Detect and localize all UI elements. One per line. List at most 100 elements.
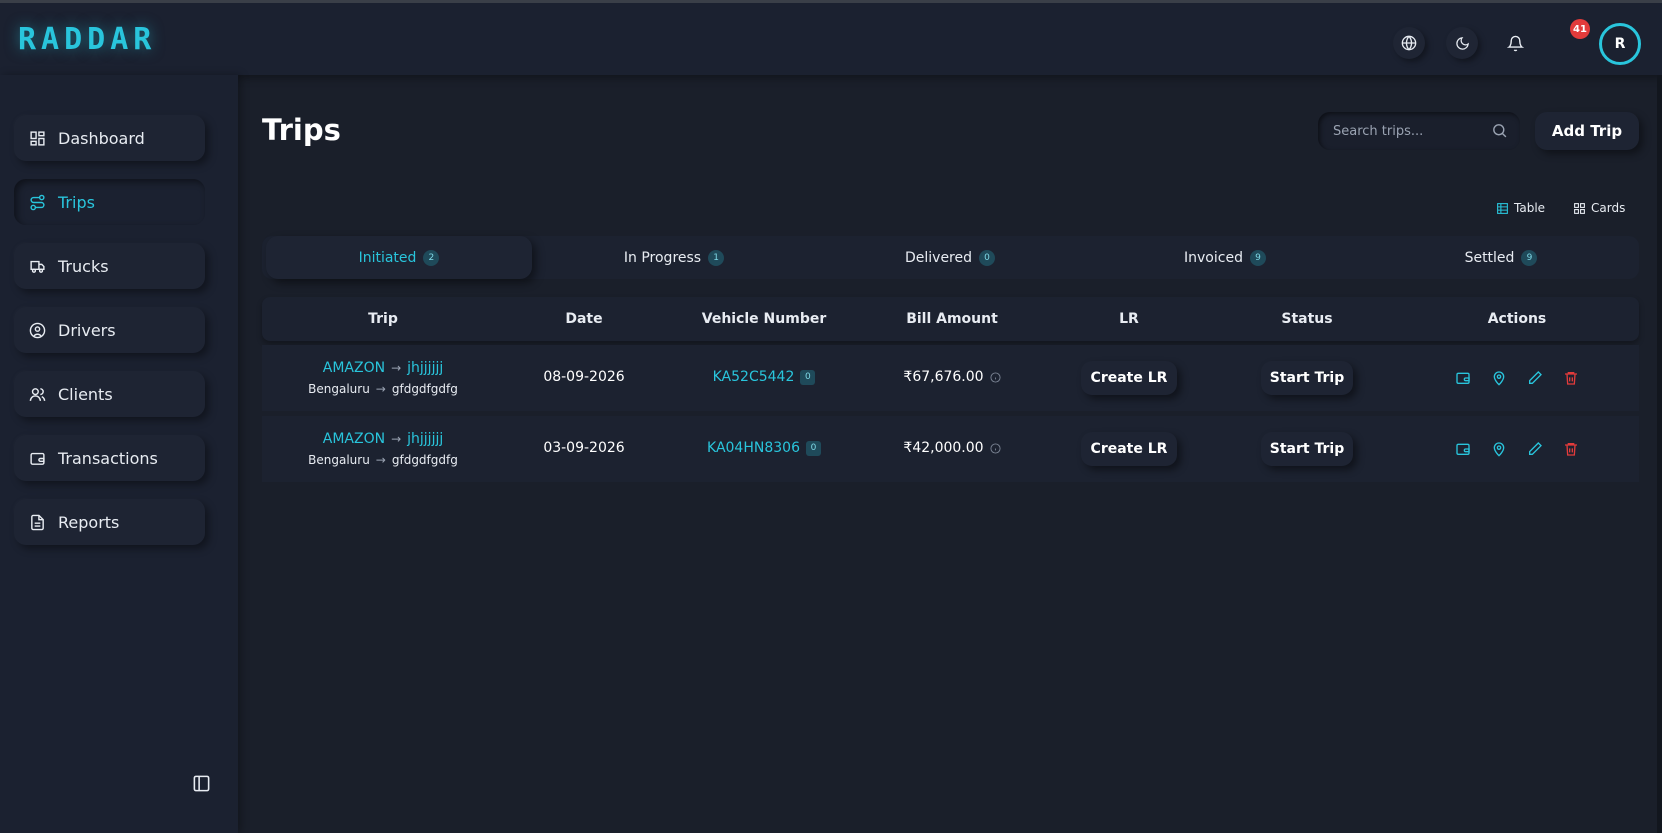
arrow-right-icon: → bbox=[391, 432, 402, 446]
column-header-date[interactable]: Date bbox=[565, 311, 603, 327]
tab-count-badge: 0 bbox=[979, 249, 996, 266]
edit-trip-button[interactable] bbox=[1525, 439, 1545, 459]
truck-icon bbox=[30, 260, 45, 273]
sidebar-item-label: Transactions bbox=[58, 448, 158, 468]
client-link[interactable]: AMAZON bbox=[322, 431, 386, 447]
notification-count-badge: 41 bbox=[1570, 19, 1590, 39]
tab-count-badge: 9 bbox=[1521, 249, 1538, 266]
tab-label: Settled bbox=[1464, 249, 1515, 266]
edit-trip-button[interactable] bbox=[1525, 368, 1545, 388]
column-header-vehicle-number[interactable]: Vehicle Number bbox=[701, 311, 827, 327]
window-edge bbox=[1657, 75, 1662, 833]
tab-invoiced[interactable]: Invoiced 9 bbox=[1092, 236, 1358, 279]
date-cell: 08-09-2026 bbox=[543, 369, 625, 385]
sidebar-item-label: Trucks bbox=[58, 256, 109, 276]
sidebar: Dashboard Trips Trucks Drivers Clients T… bbox=[0, 75, 238, 833]
tab-label: In Progress bbox=[623, 249, 702, 266]
column-header-bill-amount[interactable]: Bill Amount bbox=[906, 311, 998, 327]
report-icon bbox=[31, 514, 44, 530]
view-cards-toggle[interactable]: Cards bbox=[1573, 196, 1625, 220]
tab-label: Initiated bbox=[358, 249, 417, 266]
tab-settled[interactable]: Settled 9 bbox=[1368, 236, 1634, 279]
sidebar-item-drivers[interactable]: Drivers bbox=[14, 307, 205, 353]
dashboard-icon bbox=[30, 130, 45, 146]
track-location-button[interactable] bbox=[1489, 439, 1509, 459]
info-icon[interactable] bbox=[990, 371, 1001, 383]
vehicle-count-badge: 0 bbox=[805, 440, 821, 456]
arrow-right-icon: → bbox=[375, 382, 386, 396]
delete-trash-icon bbox=[1565, 443, 1577, 456]
bill-amount-value: ₹42,000.00 bbox=[903, 440, 984, 456]
vehicle-count-badge: 0 bbox=[800, 369, 816, 385]
create-lr-button[interactable]: Create LR bbox=[1081, 361, 1177, 395]
trip-location-cell: Bengaluru → gfdgdfgdfg bbox=[262, 451, 504, 469]
sidebar-item-reports[interactable]: Reports bbox=[14, 499, 205, 545]
create-lr-button[interactable]: Create LR bbox=[1081, 432, 1177, 466]
sidebar-item-label: Reports bbox=[58, 512, 120, 532]
sidebar-item-label: Trips bbox=[58, 192, 95, 212]
tab-delivered[interactable]: Delivered 0 bbox=[817, 236, 1083, 279]
add-trip-button[interactable]: Add Trip bbox=[1535, 112, 1639, 150]
view-table-toggle[interactable]: Table bbox=[1496, 196, 1545, 220]
vehicle-number-link[interactable]: KA52C5442 bbox=[712, 369, 795, 385]
column-header-trip[interactable]: Trip bbox=[368, 311, 398, 327]
delete-trip-button[interactable] bbox=[1561, 368, 1581, 388]
vehicle-cell: KA52C5442 0 bbox=[664, 365, 864, 389]
client-link[interactable]: AMAZON bbox=[322, 360, 386, 376]
column-header-status[interactable]: Status bbox=[1281, 311, 1333, 327]
grid-icon bbox=[1574, 202, 1585, 214]
wallet-action-button[interactable] bbox=[1453, 439, 1473, 459]
table-row bbox=[262, 345, 1639, 411]
top-bar: RADDAR 41 R bbox=[0, 0, 1662, 75]
arrow-right-icon: → bbox=[391, 361, 402, 375]
info-icon[interactable] bbox=[990, 442, 1001, 454]
track-location-button[interactable] bbox=[1489, 368, 1509, 388]
origin-city: Bengaluru bbox=[308, 382, 370, 396]
sidebar-item-transactions[interactable]: Transactions bbox=[14, 435, 205, 481]
trip-location-cell: Bengaluru → gfdgdfgdfg bbox=[262, 380, 504, 398]
edit-pencil-icon bbox=[1529, 371, 1542, 384]
driver-icon bbox=[29, 322, 46, 338]
sidebar-item-clients[interactable]: Clients bbox=[14, 371, 205, 417]
page-title: Trips bbox=[262, 113, 341, 147]
arrow-right-icon: → bbox=[375, 453, 386, 467]
tab-count-badge: 2 bbox=[423, 249, 440, 266]
tab-initiated[interactable]: Initiated 2 bbox=[266, 236, 532, 279]
sidebar-item-label: Drivers bbox=[58, 320, 116, 340]
raddar-logo[interactable]: RADDAR bbox=[18, 22, 157, 57]
theme-toggle-button[interactable] bbox=[1446, 27, 1478, 59]
wallet-icon bbox=[30, 452, 45, 465]
search-input[interactable] bbox=[1331, 122, 1485, 140]
start-trip-button[interactable]: Start Trip bbox=[1261, 361, 1353, 395]
user-avatar[interactable]: R bbox=[1599, 23, 1641, 65]
column-header-actions[interactable]: Actions bbox=[1487, 311, 1547, 327]
consignee-link[interactable]: jhjjjjjj bbox=[407, 431, 444, 447]
tab-in-progress[interactable]: In Progress 1 bbox=[541, 236, 807, 279]
trip-route-cell: AMAZON → jhjjjjjj bbox=[262, 429, 504, 449]
trip-route-cell: AMAZON → jhjjjjjj bbox=[262, 358, 504, 378]
wallet-action-button[interactable] bbox=[1453, 368, 1473, 388]
bill-amount-value: ₹67,676.00 bbox=[903, 369, 984, 385]
delete-trip-button[interactable] bbox=[1561, 439, 1581, 459]
search-icon[interactable] bbox=[1491, 122, 1508, 139]
delete-trash-icon bbox=[1565, 372, 1577, 385]
table-row bbox=[262, 416, 1639, 482]
sidebar-item-dashboard[interactable]: Dashboard bbox=[14, 115, 205, 161]
search-box[interactable] bbox=[1318, 112, 1520, 150]
location-pin-icon bbox=[1493, 371, 1505, 386]
trips-icon bbox=[30, 194, 45, 210]
consignee-link[interactable]: jhjjjjjj bbox=[407, 360, 444, 376]
language-globe-button[interactable] bbox=[1393, 27, 1425, 59]
globe-icon bbox=[1401, 35, 1417, 51]
sidebar-item-trips[interactable]: Trips bbox=[14, 179, 205, 225]
notifications-button[interactable] bbox=[1499, 27, 1531, 59]
column-header-lr[interactable]: LR bbox=[1119, 311, 1139, 327]
start-trip-button[interactable]: Start Trip bbox=[1261, 432, 1353, 466]
tab-count-badge: 9 bbox=[1249, 249, 1266, 266]
sidebar-collapse-icon[interactable] bbox=[192, 774, 211, 793]
vehicle-number-link[interactable]: KA04HN8306 bbox=[707, 440, 800, 456]
sidebar-item-trucks[interactable]: Trucks bbox=[14, 243, 205, 289]
wallet-icon bbox=[1456, 372, 1470, 384]
bell-icon bbox=[1506, 35, 1524, 51]
view-table-label: Table bbox=[1514, 201, 1546, 215]
